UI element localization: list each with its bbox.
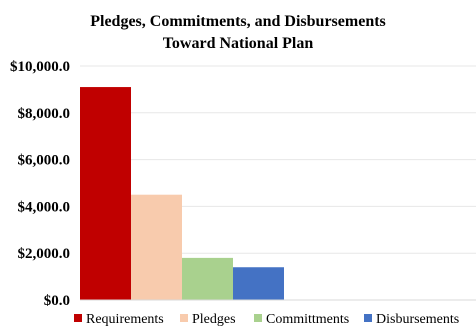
legend: Requirements Pledges Committments Disbursem…: [74, 312, 459, 327]
legend-label-disbursements: Disbursements: [376, 312, 459, 327]
legend-swatch-disbursements: [364, 314, 372, 322]
legend-swatch-committments: [254, 314, 262, 322]
y-tick-label: $2,000.0: [18, 246, 71, 262]
legend-label-requirements: Requirements: [86, 312, 164, 327]
legend-swatch-requirements: [74, 314, 82, 322]
y-tick-label: $10,000.0: [10, 59, 70, 75]
bars: [80, 87, 284, 300]
chart-title-line-2: Toward National Plan: [163, 35, 314, 52]
bar-pledges: [131, 194, 182, 300]
y-tick-label: $6,000.0: [18, 153, 71, 169]
y-tick-label: $4,000.0: [18, 199, 71, 215]
legend-swatch-pledges: [180, 314, 188, 322]
y-tick-label: $8,000.0: [18, 106, 71, 122]
bar-disbursements: [233, 267, 284, 300]
legend-label-committments: Committments: [266, 312, 349, 327]
y-tick-label: $0.0: [44, 293, 70, 309]
legend-label-pledges: Pledges: [192, 312, 236, 327]
chart-title-line-1: Pledges, Commitments, and Disbursements: [90, 13, 386, 30]
y-axis: $0.0 $2,000.0 $4,000.0 $6,000.0 $8,000.0 $10,…: [10, 59, 70, 309]
bar-committments: [182, 257, 233, 300]
bar-requirements: [80, 87, 131, 300]
